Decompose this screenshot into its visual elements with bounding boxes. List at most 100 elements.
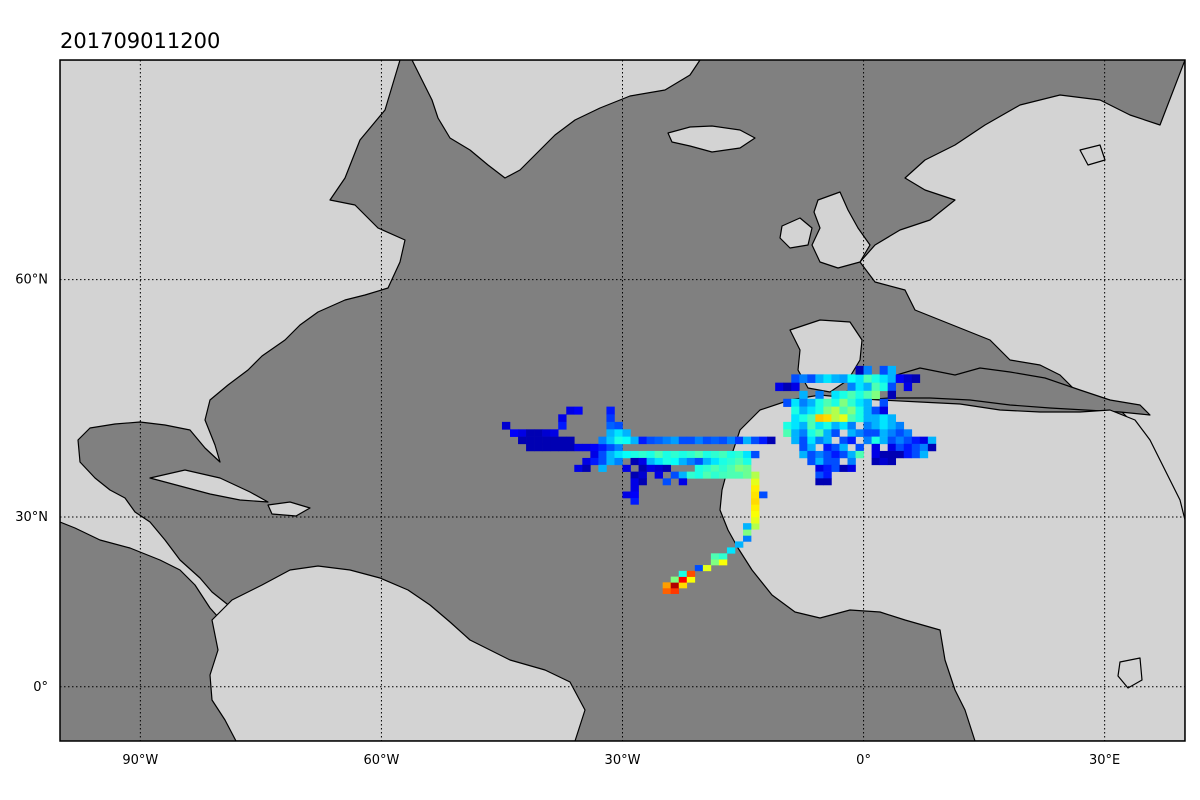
heatmap-cell: [839, 443, 848, 452]
land-layer: [60, 60, 1185, 741]
heatmap-cell: [718, 559, 728, 566]
heatmap-cell: [702, 464, 712, 472]
heatmap-cell: [735, 450, 744, 459]
heatmap-cell: [791, 398, 800, 407]
heatmap-cell: [526, 443, 535, 452]
heatmap-cell: [911, 443, 921, 452]
heatmap-cell: [823, 398, 832, 407]
heatmap-cell: [590, 457, 599, 466]
heatmap-cell: [799, 436, 808, 445]
heatmap-cell: [702, 565, 712, 572]
heatmap-cell: [855, 406, 864, 415]
heatmap-cell: [550, 436, 559, 445]
heatmap-cell: [598, 443, 607, 452]
heatmap-cell: [887, 374, 897, 383]
heatmap-cell: [879, 382, 888, 392]
heatmap-cell: [743, 535, 752, 542]
heatmap-cell: [686, 450, 696, 459]
heatmap-cell: [534, 436, 543, 445]
heatmap-cell: [662, 464, 672, 472]
heatmap-cell: [606, 457, 615, 466]
heatmap-cell: [606, 443, 615, 452]
heatmap-cell: [815, 374, 824, 383]
heatmap-cell: [815, 436, 824, 445]
heatmap-cell: [606, 406, 615, 415]
latitude-label: 30°N: [15, 510, 48, 525]
heatmap-cell: [759, 436, 768, 445]
sea-mediterranean: [844, 367, 1151, 416]
heatmap-cell: [847, 406, 856, 415]
heatmap-cell: [863, 382, 872, 392]
heatmap-cell: [799, 429, 808, 437]
heatmap-layer: [501, 365, 937, 594]
heatmap-cell: [791, 436, 800, 445]
heatmap-cell: [791, 374, 800, 383]
heatmap-cell: [831, 464, 840, 472]
heatmap-cell: [622, 491, 631, 499]
land-cuba: [149, 469, 269, 503]
heatmap-cell: [887, 382, 897, 392]
latitude-label: 0°: [33, 680, 48, 695]
heatmap-cell: [614, 421, 623, 430]
heatmap-cell: [927, 443, 937, 452]
heatmap-cell: [751, 484, 760, 492]
longitude-label: 30°W: [605, 753, 641, 768]
heatmap-cell: [831, 390, 840, 400]
heatmap-cell: [662, 436, 672, 445]
heatmap-cell: [847, 414, 856, 423]
heatmap-cell: [574, 443, 583, 452]
heatmap-cell: [807, 406, 816, 415]
heatmap-cell: [831, 406, 840, 415]
heatmap-cell: [823, 457, 832, 466]
heatmap-cell: [735, 541, 744, 548]
heatmap-cell: [839, 464, 848, 472]
heatmap-cell: [743, 523, 752, 530]
heatmap-cell: [799, 398, 808, 407]
heatmap-cell: [710, 457, 720, 466]
heatmap-cell: [887, 436, 897, 445]
heatmap-cell: [783, 429, 792, 437]
heatmap-cell: [879, 457, 888, 466]
heatmap-cell: [630, 450, 639, 459]
heatmap-cell: [823, 414, 832, 423]
longitude-label: 0°: [856, 753, 871, 768]
heatmap-cell: [855, 365, 864, 375]
heatmap-cell: [743, 457, 752, 466]
heatmap-cell: [815, 414, 824, 423]
heatmap-cell: [694, 457, 704, 466]
heatmap-cell: [799, 450, 808, 459]
heatmap-cell: [807, 398, 816, 407]
heatmap-cell: [879, 429, 888, 437]
heatmap-cell: [678, 478, 688, 486]
heatmap-cell: [574, 464, 583, 472]
heatmap-cell: [887, 457, 897, 466]
heatmap-cell: [903, 436, 913, 445]
heatmap-cell: [871, 390, 880, 400]
heatmap-cell: [735, 464, 744, 472]
heatmap-cell: [558, 436, 567, 445]
heatmap-cell: [686, 570, 696, 577]
land-madagascar: [1117, 657, 1143, 689]
longitude-label: 90°W: [122, 753, 158, 768]
heatmap-cell: [702, 471, 712, 479]
heatmap-cell: [831, 450, 840, 459]
heatmap-cell: [847, 398, 856, 407]
heatmap-cell: [630, 478, 639, 486]
heatmap-cell: [791, 429, 800, 437]
heatmap-cell: [831, 443, 840, 452]
heatmap-cell: [895, 421, 905, 430]
heatmap-cell: [879, 421, 888, 430]
heatmap-cell: [799, 421, 808, 430]
heatmap-cell: [831, 414, 840, 423]
heatmap-cell: [646, 464, 655, 472]
heatmap-cell: [686, 471, 696, 479]
heatmap-cell: [839, 406, 848, 415]
heatmap-cell: [566, 406, 575, 415]
heatmap-cell: [670, 576, 680, 583]
heatmap-cell: [718, 457, 728, 466]
heatmap-cell: [614, 450, 623, 459]
heatmap-cell: [911, 436, 921, 445]
latitude-labels: 0° 30°N 60°N: [15, 273, 48, 695]
heatmap-cell: [807, 436, 816, 445]
